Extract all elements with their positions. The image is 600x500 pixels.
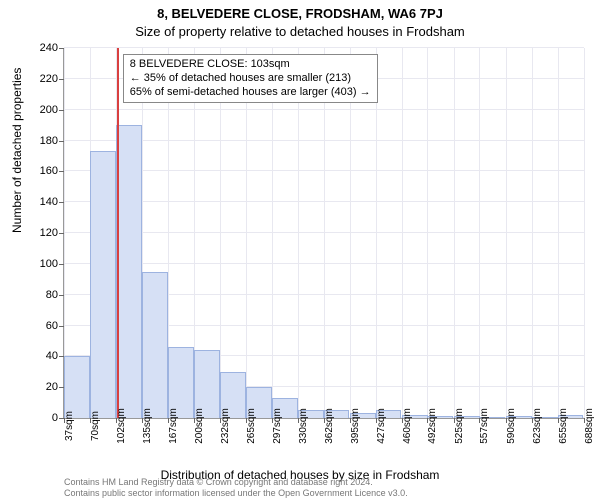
y-tick-label: 80 bbox=[28, 289, 58, 301]
histogram-bar bbox=[90, 151, 116, 418]
x-tick-label: 492sqm bbox=[427, 408, 438, 444]
footer: Contains HM Land Registry data © Crown c… bbox=[64, 477, 408, 498]
y-tick-label: 20 bbox=[28, 381, 58, 393]
x-tick-label: 37sqm bbox=[64, 411, 75, 441]
x-tick-label: 362sqm bbox=[324, 408, 335, 444]
x-tick-label: 655sqm bbox=[558, 408, 569, 444]
chart-title: 8, BELVEDERE CLOSE, FRODSHAM, WA6 7PJ bbox=[0, 6, 600, 21]
x-tick-label: 395sqm bbox=[350, 408, 361, 444]
y-tick-label: 100 bbox=[28, 258, 58, 270]
annotation-line1: 8 BELVEDERE CLOSE: 103sqm bbox=[130, 58, 371, 72]
x-tick-label: 102sqm bbox=[116, 408, 127, 444]
x-tick-label: 70sqm bbox=[90, 411, 101, 441]
x-tick-label: 297sqm bbox=[272, 408, 283, 444]
histogram-bar bbox=[64, 356, 90, 418]
x-tick-label: 427sqm bbox=[376, 408, 387, 444]
x-tick-label: 135sqm bbox=[142, 408, 153, 444]
x-tick-label: 330sqm bbox=[298, 408, 309, 444]
y-tick-label: 220 bbox=[28, 73, 58, 85]
y-tick-label: 140 bbox=[28, 196, 58, 208]
chart-container: 8, BELVEDERE CLOSE, FRODSHAM, WA6 7PJ Si… bbox=[0, 0, 600, 500]
x-tick-label: 167sqm bbox=[168, 408, 179, 444]
y-tick-label: 120 bbox=[28, 227, 58, 239]
annotation-line3: 65% of semi-detached houses are larger (… bbox=[130, 86, 371, 100]
y-tick-label: 40 bbox=[28, 350, 58, 362]
x-tick-label: 265sqm bbox=[246, 408, 257, 444]
y-tick-label: 180 bbox=[28, 135, 58, 147]
footer-line2: Contains public sector information licen… bbox=[64, 488, 408, 498]
x-tick-label: 232sqm bbox=[220, 408, 231, 444]
y-tick-label: 0 bbox=[28, 412, 58, 424]
plot-area: 8 BELVEDERE CLOSE: 103sqm ← 35% of detac… bbox=[64, 48, 584, 418]
property-marker-line bbox=[117, 48, 119, 418]
histogram-bars bbox=[64, 48, 584, 418]
y-tick-label: 160 bbox=[28, 165, 58, 177]
chart-subtitle: Size of property relative to detached ho… bbox=[0, 24, 600, 39]
y-tick-label: 60 bbox=[28, 320, 58, 332]
annotation-line2: ← 35% of detached houses are smaller (21… bbox=[130, 72, 371, 86]
x-tick-label: 590sqm bbox=[506, 408, 517, 444]
x-tick-label: 460sqm bbox=[402, 408, 413, 444]
annotation-box: 8 BELVEDERE CLOSE: 103sqm ← 35% of detac… bbox=[123, 54, 378, 103]
x-tick-label: 623sqm bbox=[532, 408, 543, 444]
x-tick-label: 688sqm bbox=[584, 408, 595, 444]
histogram-bar bbox=[142, 272, 168, 418]
x-tick-label: 525sqm bbox=[454, 408, 465, 444]
y-axis-label: Number of detached properties bbox=[10, 68, 24, 233]
y-tick-label: 240 bbox=[28, 42, 58, 54]
y-tick-label: 200 bbox=[28, 104, 58, 116]
x-tick-label: 557sqm bbox=[479, 408, 490, 444]
x-tick-label: 200sqm bbox=[194, 408, 205, 444]
footer-line1: Contains HM Land Registry data © Crown c… bbox=[64, 477, 408, 487]
histogram-bar bbox=[116, 125, 142, 418]
